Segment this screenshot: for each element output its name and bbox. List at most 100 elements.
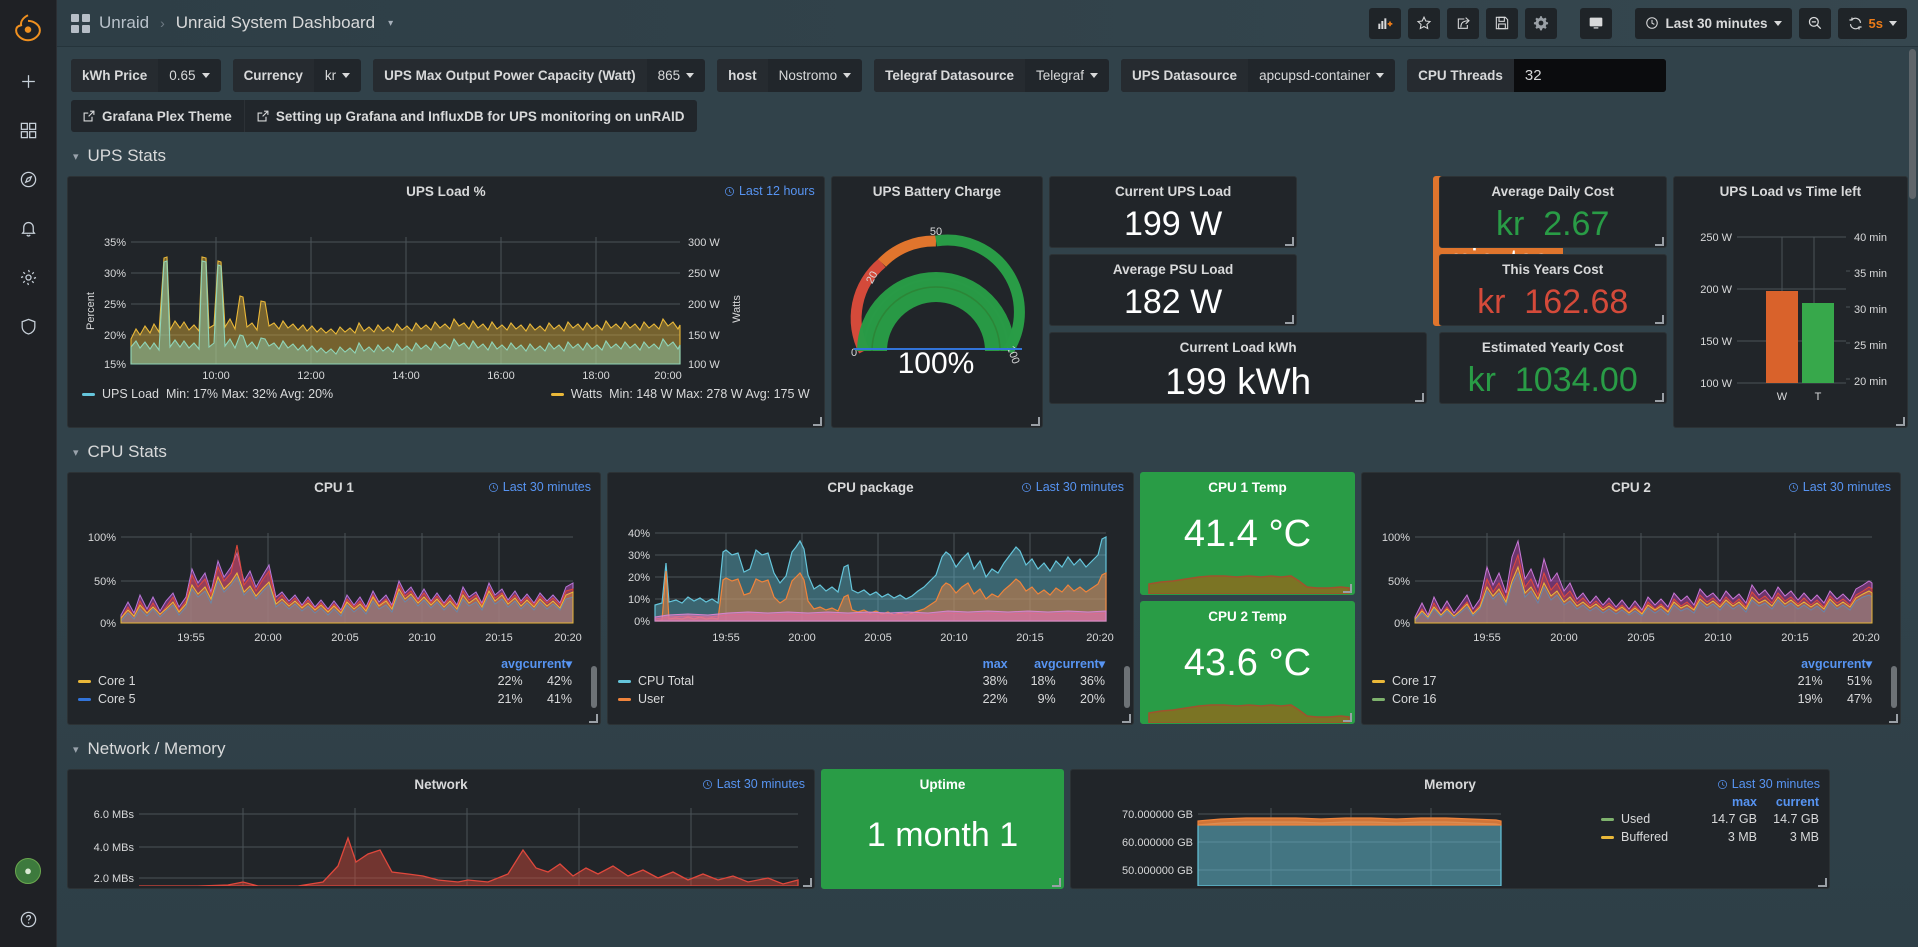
legend-header-current[interactable]: current▾ [522, 657, 572, 671]
sidebar-item-configuration[interactable] [0, 253, 57, 302]
legend-row[interactable]: Core 5 21% 41% [78, 690, 590, 708]
sidebar-item-user-profile[interactable]: ● [0, 849, 57, 898]
legend-item[interactable]: UPS Load Min: 17% Max: 32% Avg: 20% [82, 387, 333, 401]
chevron-down-icon[interactable]: ▾ [388, 17, 394, 29]
variable-kwh-price[interactable]: kWh Price 0.65 [71, 59, 221, 92]
panel-current-ups-load[interactable]: Current UPS Load 199 W [1049, 176, 1298, 248]
dashboard-settings-button[interactable] [1525, 7, 1558, 39]
dashboard-link-grafana-plex-theme[interactable]: Grafana Plex Theme [71, 100, 245, 132]
row-header-network-memory[interactable]: ▾ Network / Memory [57, 725, 1918, 769]
panel-resize-handle[interactable] [1052, 878, 1061, 887]
panel-ups-battery-charge[interactable]: UPS Battery Charge 50 20 0 100 100% [830, 176, 1044, 428]
sidebar-item-server-admin[interactable] [0, 302, 57, 351]
legend-scrollbar[interactable] [1891, 666, 1897, 708]
variable-telegraf-datasource[interactable]: Telegraf Datasource Telegraf [874, 59, 1110, 92]
panel-cpu-1[interactable]: CPU 1 Last 30 minutes 100% 50% 0% [67, 472, 601, 725]
page-title[interactable]: Unraid System Dashboard [175, 13, 376, 32]
legend-header-current[interactable]: current▾ [1055, 657, 1105, 671]
panel-ups-load-percent[interactable]: UPS Load % Last 12 hours 35% 30% 25% 20%… [67, 176, 825, 428]
panel-resize-handle[interactable] [1895, 417, 1905, 426]
mark-favorite-button[interactable] [1408, 7, 1441, 39]
vertical-scrollbar[interactable] [1909, 49, 1916, 199]
legend-row[interactable]: Core 16 19% 47% [1372, 690, 1890, 708]
sidebar-item-dashboards[interactable] [0, 106, 57, 155]
sidebar-item-create[interactable] [0, 57, 57, 106]
time-range-picker[interactable]: Last 30 minutes [1635, 7, 1792, 39]
variable-ups-max-output-power[interactable]: UPS Max Output Power Capacity (Watt) 865 [373, 59, 706, 92]
legend-row[interactable]: Buffered 3 MB 3 MB [1601, 828, 1819, 846]
zoom-out-time-button[interactable] [1798, 7, 1831, 39]
legend-row[interactable]: User 22% 9% 20% [618, 690, 1123, 708]
variable-value[interactable]: Nostromo [768, 59, 863, 92]
dashboard-link-ups-monitoring-guide[interactable]: Setting up Grafana and InfluxDB for UPS … [244, 100, 697, 132]
panel-average-daily-cost[interactable]: Average Daily Cost kr 2.67 [1438, 176, 1667, 248]
legend-row[interactable]: Core 17 21% 51% [1372, 672, 1890, 690]
variable-host[interactable]: host Nostromo [717, 59, 863, 92]
legend-header-max[interactable]: max [982, 656, 1008, 671]
legend-header-avg[interactable]: avg [1801, 656, 1823, 671]
panel-resize-handle[interactable] [1343, 584, 1352, 593]
panel-time-override-label: Last 12 hours [738, 184, 815, 198]
panel-resize-handle[interactable] [1285, 315, 1295, 324]
panel-average-psu-load[interactable]: Average PSU Load 182 W [1049, 254, 1298, 326]
grafana-logo[interactable] [0, 0, 57, 57]
legend-header-avg[interactable]: avg [501, 656, 523, 671]
row-header-ups-stats[interactable]: ▾ UPS Stats [57, 132, 1918, 176]
panel-resize-handle[interactable] [589, 714, 598, 723]
add-panel-button[interactable] [1369, 7, 1402, 39]
legend-row[interactable]: CPU Total 38% 18% 36% [618, 672, 1123, 690]
panel-resize-handle[interactable] [1122, 714, 1131, 723]
sidebar-item-help[interactable] [0, 898, 57, 947]
share-dashboard-button[interactable] [1447, 7, 1480, 39]
variable-value[interactable]: 865 [647, 59, 706, 92]
panel-resize-handle[interactable] [1654, 315, 1664, 324]
panel-cpu-2-temp[interactable]: CPU 2 Temp 43.6 °C [1140, 601, 1355, 724]
legend-row[interactable]: Core 1 22% 42% [78, 672, 590, 690]
legend-item[interactable]: Watts Min: 148 W Max: 278 W Avg: 175 W [550, 387, 810, 401]
panel-estimated-yearly-cost[interactable]: Estimated Yearly Cost kr 1034.00 [1438, 332, 1667, 404]
breadcrumb-folder[interactable]: Unraid [99, 13, 150, 32]
legend-header-max[interactable]: max [1731, 795, 1757, 809]
variable-ups-datasource[interactable]: UPS Datasource apcupsd-container [1121, 59, 1396, 92]
legend-header-current[interactable]: current▾ [1822, 657, 1872, 671]
panel-memory[interactable]: Memory Last 30 minutes 70.000000 GB 60.0… [1070, 769, 1830, 889]
variable-value[interactable]: 0.65 [158, 59, 220, 92]
legend-row[interactable]: Used 14.7 GB 14.7 GB [1601, 810, 1819, 828]
tv-mode-button[interactable] [1580, 7, 1613, 39]
legend-header-avg[interactable]: avg [1034, 656, 1056, 671]
panel-resize-handle[interactable] [1818, 878, 1827, 887]
panel-cpu-2[interactable]: CPU 2 Last 30 minutes 100% 50% 0% [1361, 472, 1901, 725]
dashboard-scroll-area[interactable]: kWh Price 0.65 Currency kr UPS Max Outpu… [57, 47, 1918, 947]
panel-ups-load-vs-time-left[interactable]: UPS Load vs Time left 250 W 200 W 150 W … [1672, 176, 1908, 428]
panel-network[interactable]: Network Last 30 minutes 6.0 MBs 4.0 MBs … [67, 769, 815, 889]
variable-value[interactable]: apcupsd-container [1248, 59, 1395, 92]
variable-value[interactable]: Telegraf [1025, 59, 1109, 92]
variable-value[interactable]: kr [314, 59, 361, 92]
panel-cpu-1-temp[interactable]: CPU 1 Temp 41.4 °C [1140, 472, 1355, 595]
panel-resize-handle[interactable] [1415, 393, 1425, 402]
legend-scrollbar[interactable] [591, 666, 597, 708]
panel-resize-handle[interactable] [1654, 237, 1664, 246]
panel-resize-handle[interactable] [803, 878, 812, 887]
legend-scrollbar[interactable] [1124, 666, 1130, 708]
cpu-threads-input[interactable] [1513, 59, 1666, 92]
panel-resize-handle[interactable] [1889, 714, 1898, 723]
panel-current-load-kwh[interactable]: Current Load kWh 199 kWh [1049, 332, 1428, 404]
panel-resize-handle[interactable] [812, 417, 822, 426]
legend-header-current[interactable]: current [1775, 795, 1819, 809]
variable-currency[interactable]: Currency kr [232, 59, 362, 92]
panel-cpu-package[interactable]: CPU package Last 30 minutes 40% 30% 20% … [607, 472, 1134, 725]
refresh-picker[interactable]: 5s [1837, 7, 1907, 39]
row-header-cpu-stats[interactable]: ▾ CPU Stats [57, 428, 1918, 472]
panel-resize-handle[interactable] [1031, 417, 1041, 426]
panel-uptime[interactable]: Uptime 1 month 1 [821, 769, 1064, 889]
panel-resize-handle[interactable] [1654, 393, 1664, 402]
save-dashboard-button[interactable] [1486, 7, 1519, 39]
panel-resize-handle[interactable] [1343, 713, 1352, 722]
variable-cpu-threads[interactable]: CPU Threads [1407, 59, 1666, 92]
sidebar-item-explore[interactable] [0, 155, 57, 204]
panel-this-years-cost[interactable]: This Years Cost kr 162.68 [1438, 254, 1667, 326]
sidebar-item-alerting[interactable] [0, 204, 57, 253]
dashboard-grid-icon[interactable] [71, 13, 90, 33]
panel-resize-handle[interactable] [1285, 237, 1295, 246]
